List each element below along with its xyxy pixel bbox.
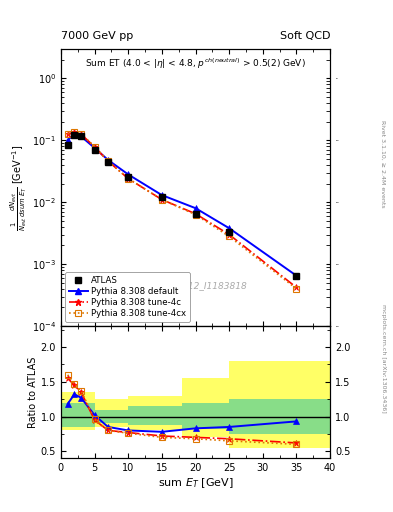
Legend: ATLAS, Pythia 8.308 default, Pythia 8.308 tune-4c, Pythia 8.308 tune-4cx: ATLAS, Pythia 8.308 default, Pythia 8.30… [65, 272, 190, 322]
Text: mcplots.cern.ch [arXiv:1306.3436]: mcplots.cern.ch [arXiv:1306.3436] [381, 304, 386, 413]
Text: Sum ET (4.0 < $|\eta|$ < 4.8, $p^{ch(neutral)}$ > 0.5(2) GeV): Sum ET (4.0 < $|\eta|$ < 4.8, $p^{ch(neu… [85, 57, 306, 71]
Text: Rivet 3.1.10, ≥ 2.4M events: Rivet 3.1.10, ≥ 2.4M events [381, 120, 386, 208]
Y-axis label: Ratio to ATLAS: Ratio to ATLAS [28, 356, 38, 428]
Text: Soft QCD: Soft QCD [280, 31, 330, 41]
Bar [61, 392, 95, 431]
Y-axis label: $\frac{1}{N_{evt}}\frac{dN_{evt}}{dsum\ E_T}$ [GeV$^{-1}$]: $\frac{1}{N_{evt}}\frac{dN_{evt}}{dsum\ … [8, 144, 29, 230]
Text: 7000 GeV pp: 7000 GeV pp [61, 31, 133, 41]
Bar [229, 399, 330, 434]
Bar [95, 410, 128, 423]
Bar [182, 402, 229, 429]
Bar [128, 406, 182, 425]
Bar [95, 399, 128, 427]
Text: ATLAS_2012_I1183818: ATLAS_2012_I1183818 [144, 281, 247, 290]
X-axis label: sum $E_T$ [GeV]: sum $E_T$ [GeV] [158, 476, 233, 489]
Bar [61, 402, 95, 427]
Bar [182, 378, 229, 437]
Bar [229, 361, 330, 448]
Bar [128, 396, 182, 431]
